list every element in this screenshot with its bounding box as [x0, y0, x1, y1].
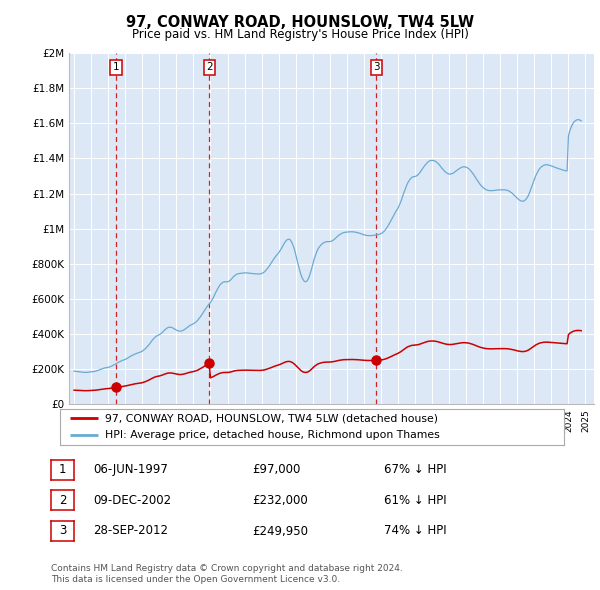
Text: 06-JUN-1997: 06-JUN-1997 — [93, 463, 168, 476]
Text: 3: 3 — [373, 62, 380, 72]
Text: £249,950: £249,950 — [252, 525, 308, 537]
Text: 2: 2 — [206, 62, 213, 72]
Text: 1: 1 — [112, 62, 119, 72]
Text: 3: 3 — [59, 525, 66, 537]
Text: Price paid vs. HM Land Registry's House Price Index (HPI): Price paid vs. HM Land Registry's House … — [131, 28, 469, 41]
Text: 1: 1 — [59, 463, 66, 476]
Text: HPI: Average price, detached house, Richmond upon Thames: HPI: Average price, detached house, Rich… — [106, 430, 440, 440]
Text: This data is licensed under the Open Government Licence v3.0.: This data is licensed under the Open Gov… — [51, 575, 340, 584]
Text: 28-SEP-2012: 28-SEP-2012 — [93, 525, 168, 537]
Text: 2: 2 — [59, 494, 66, 507]
Text: 09-DEC-2002: 09-DEC-2002 — [93, 494, 171, 507]
Text: £97,000: £97,000 — [252, 463, 301, 476]
Text: 61% ↓ HPI: 61% ↓ HPI — [384, 494, 446, 507]
Text: £232,000: £232,000 — [252, 494, 308, 507]
Text: 74% ↓ HPI: 74% ↓ HPI — [384, 525, 446, 537]
Text: 97, CONWAY ROAD, HOUNSLOW, TW4 5LW (detached house): 97, CONWAY ROAD, HOUNSLOW, TW4 5LW (deta… — [106, 413, 439, 423]
Text: 67% ↓ HPI: 67% ↓ HPI — [384, 463, 446, 476]
Text: 97, CONWAY ROAD, HOUNSLOW, TW4 5LW: 97, CONWAY ROAD, HOUNSLOW, TW4 5LW — [126, 15, 474, 30]
Text: Contains HM Land Registry data © Crown copyright and database right 2024.: Contains HM Land Registry data © Crown c… — [51, 565, 403, 573]
